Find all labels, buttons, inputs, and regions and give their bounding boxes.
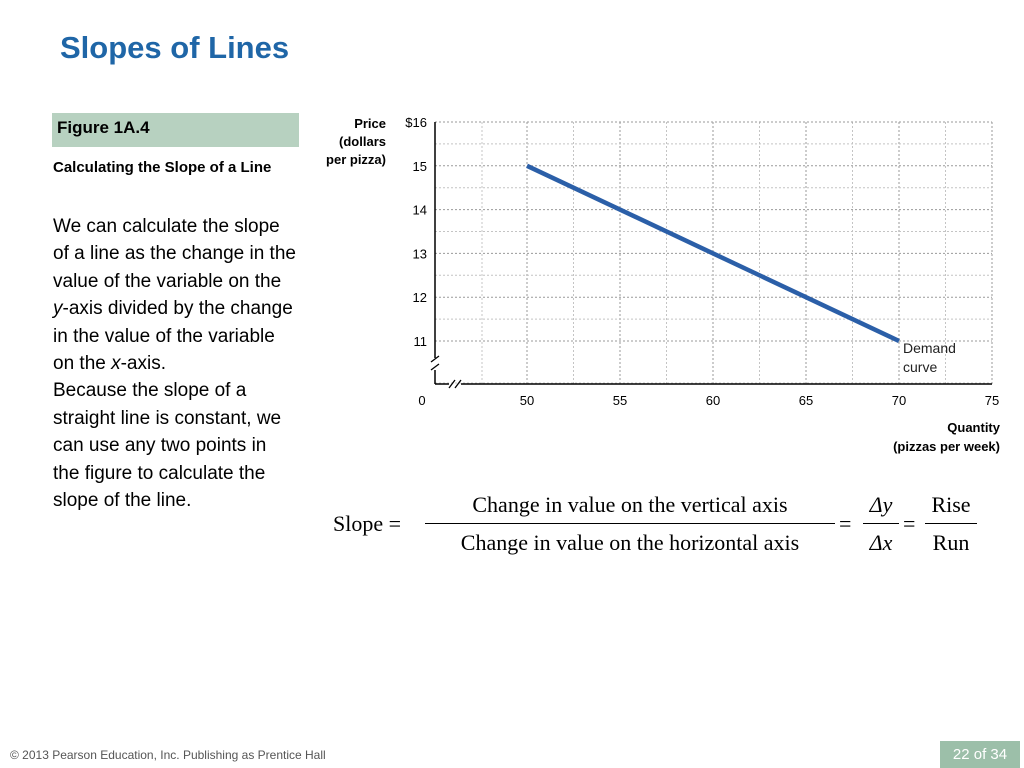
y-axis-break-icon — [430, 355, 440, 371]
demand-curve-label: Demand — [903, 340, 956, 356]
x-tick-label: 0 — [418, 393, 425, 408]
fraction-denominator: Change in value on the horizontal axis — [460, 530, 800, 555]
page-number: 22 of 34 — [940, 741, 1020, 768]
delta-y: Δy — [869, 492, 893, 517]
body-text-part: Because the slope of a straight line is … — [53, 380, 282, 512]
y-tick-label: 14 — [413, 203, 427, 218]
x-tick-label: 70 — [892, 393, 906, 408]
body-var-y: y — [53, 298, 63, 320]
fraction-rise-run: Rise Run — [925, 490, 977, 558]
x-tick-label: 55 — [613, 393, 627, 408]
formula-lhs: Slope = — [333, 511, 402, 536]
body-var-x: x — [111, 353, 121, 375]
figure-subtitle: Calculating the Slope of a Line — [53, 159, 272, 176]
delta-x: Δx — [869, 530, 893, 555]
chart-svg: 11 12 13 14 15 $16 0 50 55 60 65 70 75 Price (dollars… — [326, 115, 1001, 454]
demand-curve-line — [526, 163, 900, 344]
demand-chart: 11 12 13 14 15 $16 0 50 55 60 65 70 75 Price (dollars… — [300, 100, 1020, 470]
body-text-part: -axis. — [120, 353, 167, 375]
demand-curve-label: curve — [903, 359, 937, 375]
fraction-delta: Δy Δx — [863, 490, 899, 558]
axes — [430, 122, 992, 389]
y-tick-label: 12 — [413, 290, 427, 305]
equals-sign: = — [903, 511, 916, 536]
x-tick-label: 65 — [799, 393, 813, 408]
run-label: Run — [932, 530, 970, 555]
series: Demand curve — [526, 163, 956, 375]
figure-label-box: Figure 1A.4 — [52, 113, 299, 147]
x-tick-label: 60 — [706, 393, 720, 408]
slide-title: Slopes of Lines — [60, 30, 290, 65]
figure-label: Figure 1A.4 — [57, 118, 150, 137]
y-axis-title: per pizza) — [326, 152, 386, 167]
axis-titles: Price (dollars per pizza) Quantity (pizzas p… — [326, 116, 1001, 454]
fraction-bar — [925, 523, 977, 524]
fraction-bar — [863, 523, 899, 524]
fraction-numerator: Change in value on the vertical axis — [472, 492, 788, 517]
y-tick-label: 15 — [413, 159, 427, 174]
x-axis-title: Quantity — [947, 420, 1000, 435]
x-axis-break-icon — [448, 379, 462, 389]
copyright-footer: © 2013 Pearson Education, Inc. Publishin… — [10, 748, 326, 762]
equals-sign: = — [839, 511, 852, 536]
y-tick-label: 13 — [413, 246, 427, 261]
x-tick-label: 75 — [985, 393, 999, 408]
slope-formula: Slope = Change in value on the vertical … — [333, 490, 993, 562]
tick-labels: 11 12 13 14 15 $16 0 50 55 60 65 70 75 — [405, 115, 999, 408]
x-tick-label: 50 — [520, 393, 534, 408]
y-axis-title: (dollars — [339, 134, 386, 149]
x-axis-title: (pizzas per week) — [893, 439, 1000, 454]
figure-description: We can calculate the slope of a line as … — [53, 213, 296, 514]
rise-label: Rise — [931, 492, 971, 517]
body-text-part: -axis divided by the change in the value… — [53, 298, 293, 375]
body-text-part: We can calculate the slope of a line as … — [53, 216, 296, 292]
fraction-bar — [425, 523, 835, 524]
y-axis-title: Price — [354, 116, 386, 131]
y-tick-label: 11 — [414, 334, 428, 349]
fraction-words: Change in value on the vertical axis Cha… — [425, 490, 835, 558]
y-tick-label: $16 — [405, 115, 427, 130]
